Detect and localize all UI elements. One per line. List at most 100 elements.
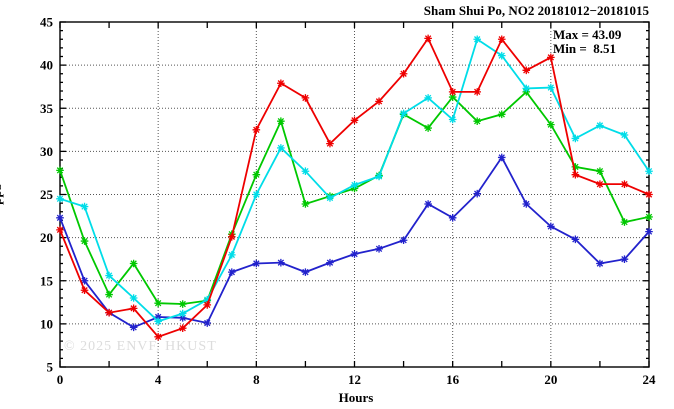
- marker-blue: [227, 268, 236, 276]
- marker-cyan: [448, 115, 457, 124]
- marker-green: [178, 300, 187, 308]
- marker-cyan: [522, 84, 531, 93]
- x-tick-label: 24: [643, 372, 657, 387]
- marker-green: [105, 290, 113, 299]
- marker-green: [129, 259, 138, 268]
- y-tick-label: 45: [40, 15, 54, 30]
- marker-blue: [399, 236, 408, 245]
- y-tick-label: 15: [40, 273, 54, 288]
- marker-blue: [547, 222, 555, 231]
- x-tick-label: 16: [446, 372, 460, 387]
- y-axis-label: ppb: [0, 183, 4, 205]
- marker-green: [424, 124, 432, 132]
- marker-cyan: [301, 167, 310, 176]
- marker-red: [105, 308, 113, 317]
- marker-red: [129, 304, 138, 313]
- marker-red: [547, 53, 555, 62]
- marker-blue: [154, 313, 162, 321]
- marker-cyan: [399, 109, 408, 118]
- maxmin-annotation: Max = 43.09 Min = 8.51: [553, 28, 621, 56]
- marker-cyan: [645, 167, 653, 176]
- marker-red: [448, 88, 457, 96]
- marker-blue: [252, 259, 261, 268]
- marker-cyan: [252, 190, 261, 199]
- marker-green: [473, 117, 482, 125]
- marker-red: [522, 66, 531, 75]
- marker-blue: [571, 235, 580, 244]
- marker-red: [301, 94, 310, 102]
- marker-cyan: [129, 294, 138, 302]
- marker-red: [203, 301, 212, 309]
- marker-cyan: [105, 271, 113, 280]
- marker-cyan: [620, 131, 629, 139]
- x-tick-label: 4: [155, 372, 162, 387]
- marker-blue: [473, 189, 482, 198]
- marker-blue: [326, 258, 334, 267]
- marker-green: [301, 200, 310, 208]
- y-tick-label: 30: [40, 144, 53, 159]
- marker-blue: [301, 268, 310, 276]
- marker-red: [399, 69, 408, 78]
- marker-cyan: [473, 35, 482, 44]
- marker-blue: [375, 245, 383, 253]
- y-tick-label: 5: [47, 360, 54, 375]
- marker-blue: [277, 258, 285, 267]
- x-tick-label: 8: [253, 372, 260, 387]
- marker-cyan: [277, 144, 285, 152]
- marker-cyan: [203, 295, 212, 304]
- marker-blue: [424, 200, 432, 208]
- chart-title: Sham Shui Po, NO2 20181012−20181015: [423, 3, 649, 18]
- marker-green: [596, 167, 604, 176]
- marker-green: [56, 166, 64, 175]
- marker-cyan: [424, 94, 432, 102]
- marker-blue: [129, 323, 138, 332]
- marker-green: [448, 93, 457, 101]
- marker-red: [326, 139, 334, 148]
- marker-red: [252, 126, 261, 134]
- marker-blue: [596, 259, 604, 268]
- marker-red: [350, 116, 359, 125]
- marker-blue: [620, 255, 629, 263]
- marker-red: [596, 180, 604, 188]
- marker-cyan: [178, 309, 187, 318]
- marker-red: [571, 170, 580, 179]
- marker-cyan: [80, 202, 89, 211]
- marker-green: [571, 163, 580, 171]
- marker-red: [80, 286, 89, 295]
- marker-blue: [80, 276, 89, 285]
- marker-blue: [178, 314, 187, 322]
- marker-cyan: [56, 195, 64, 203]
- min-value-label: Min = 8.51: [553, 41, 617, 56]
- marker-green: [277, 117, 285, 125]
- marker-blue: [645, 227, 653, 236]
- x-tick-label: 20: [544, 372, 557, 387]
- marker-blue: [448, 213, 457, 222]
- marker-blue: [350, 250, 359, 258]
- marker-red: [375, 97, 383, 106]
- marker-red: [424, 34, 432, 43]
- x-axis-label: Hours: [338, 390, 374, 405]
- marker-cyan: [497, 51, 506, 60]
- marker-green: [547, 120, 555, 129]
- y-tick-label: 10: [40, 316, 53, 331]
- marker-green: [154, 299, 162, 307]
- marker-green: [645, 213, 653, 221]
- y-tick-label: 40: [40, 58, 53, 73]
- marker-cyan: [547, 83, 555, 92]
- y-tick-label: 20: [40, 230, 53, 245]
- marker-red: [154, 333, 162, 341]
- marker-green: [252, 170, 261, 179]
- marker-cyan: [154, 317, 162, 326]
- marker-red: [645, 190, 653, 199]
- marker-blue: [522, 200, 531, 208]
- marker-red: [227, 232, 236, 241]
- marker-red: [56, 226, 64, 234]
- marker-green: [80, 237, 89, 245]
- marker-red: [497, 35, 506, 44]
- max-value-label: Max = 43.09: [553, 27, 622, 42]
- x-tick-label: 12: [348, 372, 361, 387]
- marker-green: [497, 110, 506, 119]
- marker-red: [473, 88, 482, 96]
